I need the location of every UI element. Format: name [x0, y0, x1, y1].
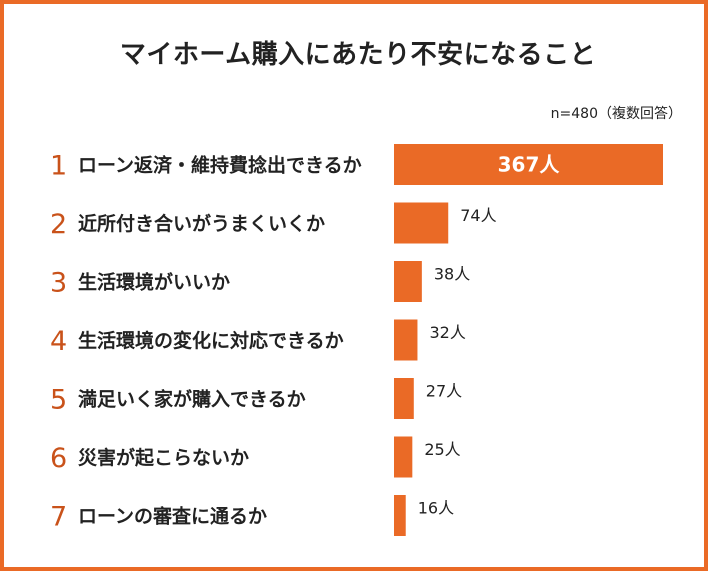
bar	[394, 319, 418, 361]
rank-number: 3	[50, 268, 67, 299]
bar	[394, 261, 422, 302]
value-label: 367人	[498, 153, 561, 177]
category-label: 災害が起こらないか	[78, 446, 249, 469]
rank-number: 5	[50, 385, 67, 416]
bar	[394, 378, 414, 419]
rank-number: 1	[50, 151, 67, 182]
category-label: ローンの審査に通るか	[78, 505, 267, 528]
chart-title: マイホーム購入にあたり不安になること	[119, 40, 597, 70]
value-label: 27人	[426, 382, 462, 401]
category-label: 近所付き合いがうまくいくか	[78, 212, 325, 235]
value-label: 74人	[460, 206, 496, 225]
bar	[394, 436, 413, 478]
bar	[394, 144, 663, 185]
bar	[394, 202, 449, 244]
sample-size-note: n=480（複数回答）	[550, 106, 682, 122]
value-label: 16人	[418, 499, 454, 518]
bar	[394, 495, 406, 536]
rank-number: 7	[50, 502, 67, 533]
category-label: 生活環境がいいか	[78, 271, 230, 294]
value-label: 32人	[429, 323, 465, 342]
value-label: 38人	[434, 265, 470, 284]
rank-number: 4	[50, 326, 67, 357]
value-label: 25人	[424, 440, 460, 459]
rank-number: 6	[50, 443, 67, 474]
category-label: 生活環境の変化に対応できるか	[78, 329, 344, 352]
category-label: ローン返済・維持費捻出できるか	[78, 154, 362, 177]
category-label: 満足いく家が購入できるか	[78, 388, 306, 411]
rank-number: 2	[50, 209, 67, 240]
